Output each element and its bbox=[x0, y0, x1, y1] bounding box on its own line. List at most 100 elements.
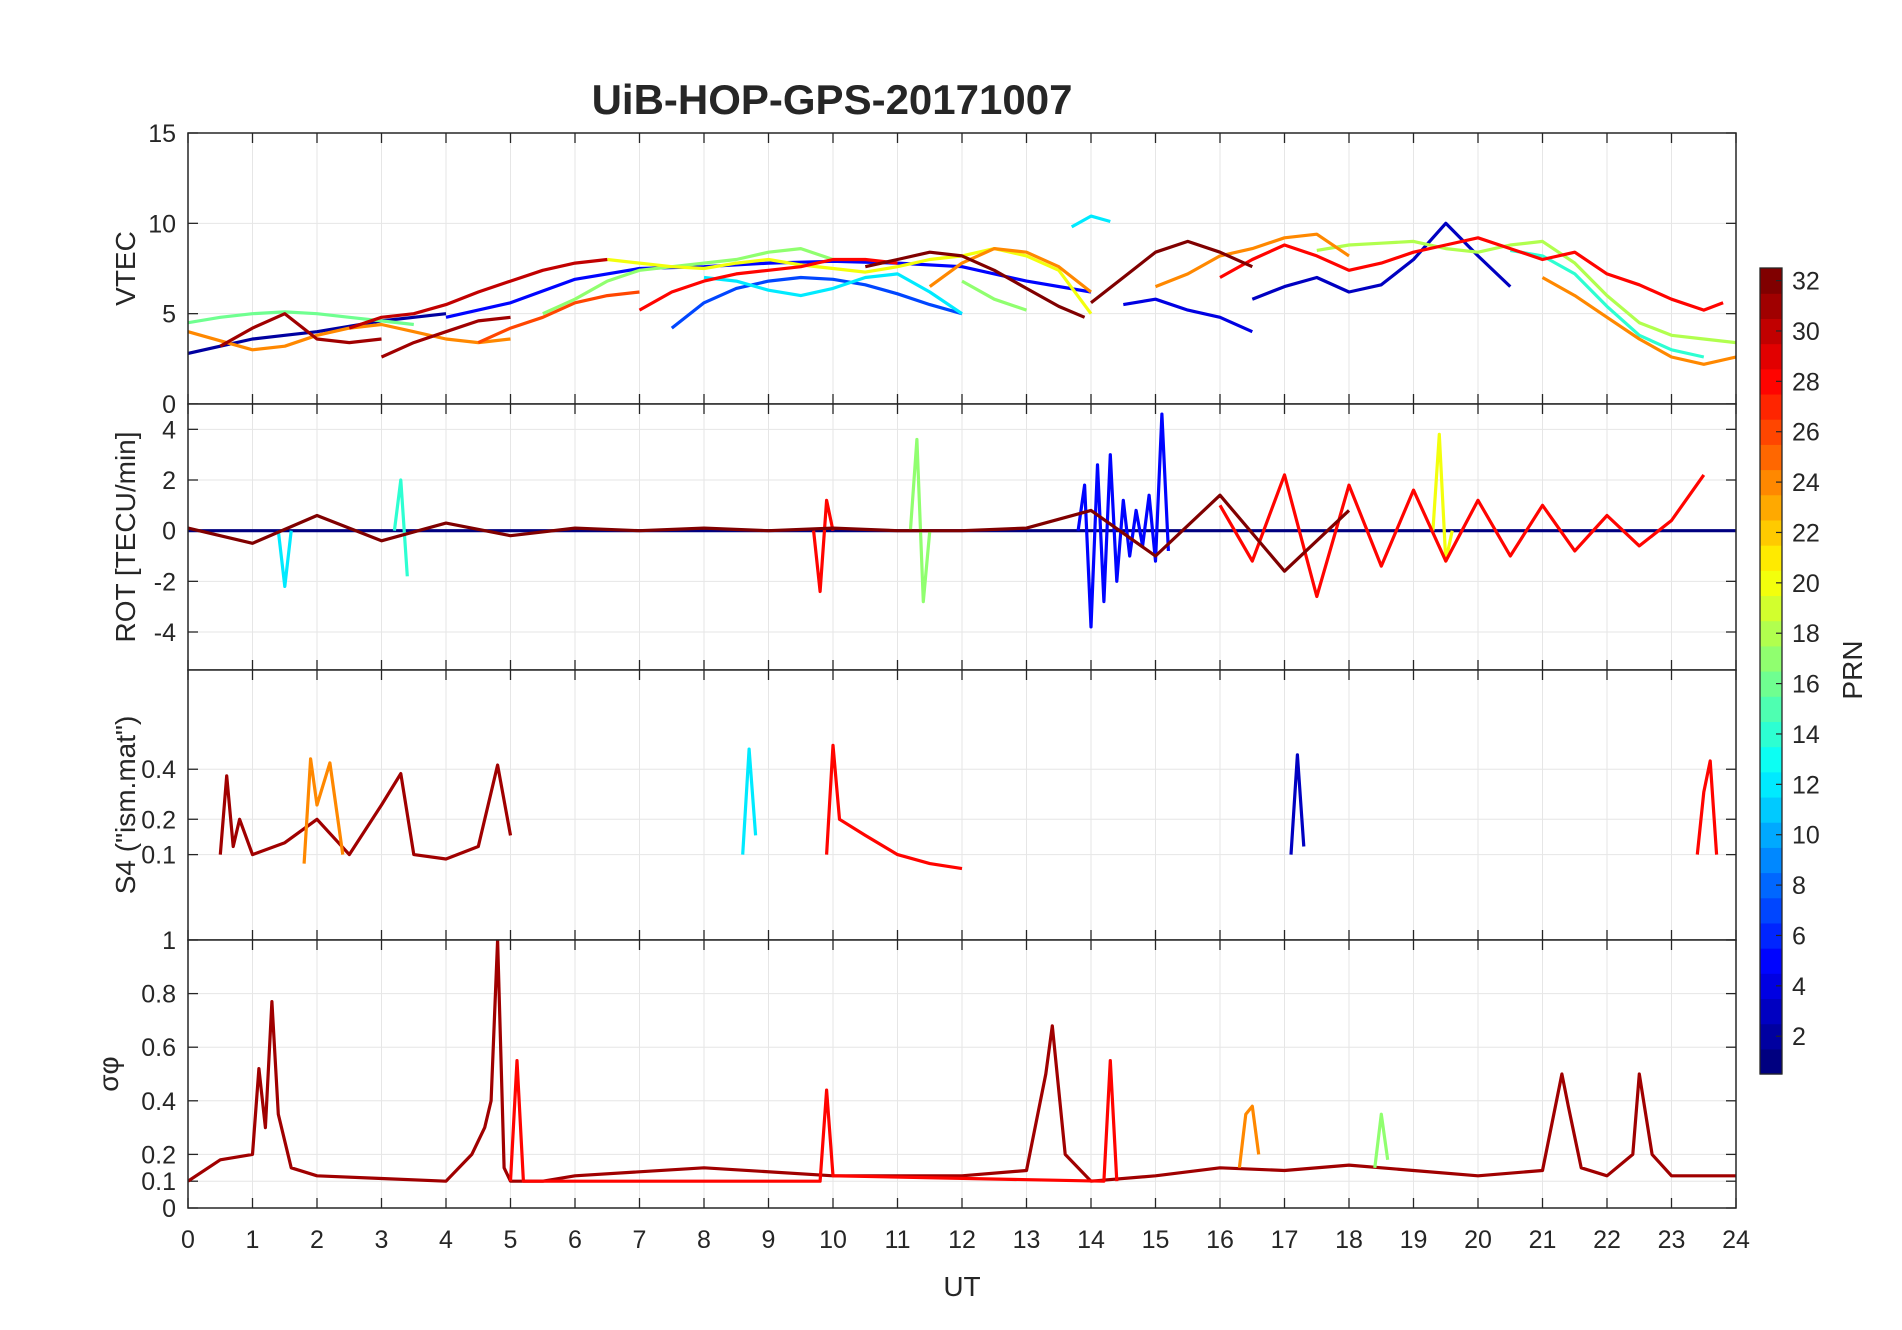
panel-sigma_phi: 00.10.2 0.4 0.6 0.8 1 σφ bbox=[93, 927, 1737, 1223]
colorbar-segment bbox=[1760, 822, 1782, 848]
colorbar-tick-label: 18 bbox=[1792, 620, 1820, 648]
y-tick-label: 15 bbox=[148, 120, 176, 148]
y-tick-label: 0.4 bbox=[141, 756, 176, 784]
colorbar-segment bbox=[1760, 444, 1782, 471]
colorbar-tick-label: 26 bbox=[1792, 419, 1820, 447]
series-line-prn-4 bbox=[1123, 297, 1253, 334]
series-group bbox=[218, 743, 1719, 871]
series-line-prn-30 bbox=[348, 257, 608, 330]
colorbar-segment bbox=[1760, 343, 1782, 370]
y-axis: 0.1 0.2 0.4 bbox=[141, 756, 1736, 870]
colorbar-segment bbox=[1760, 268, 1782, 294]
colorbar-segment bbox=[1760, 595, 1782, 622]
x-tick-label: 1 bbox=[246, 1226, 260, 1254]
colorbar-segment bbox=[1760, 746, 1782, 773]
y-tick-label: 0.6 bbox=[141, 1034, 176, 1062]
series-line-prn-3 bbox=[1289, 753, 1306, 855]
colorbar-segment bbox=[1760, 897, 1782, 924]
x-ticks bbox=[187, 133, 1737, 404]
series-line-prn-5 bbox=[445, 259, 1092, 319]
series-line-prn-31 bbox=[219, 312, 382, 348]
panel-rot: -4 -2 0 2 4 ROT [TECU/min] bbox=[110, 403, 1737, 671]
colorbar-tick-label: 12 bbox=[1792, 771, 1820, 799]
series-line-prn-28 bbox=[638, 257, 898, 312]
y-tick-label: 0.4 bbox=[141, 1088, 176, 1116]
series-line-prn-17 bbox=[961, 279, 1028, 312]
y-axis-label: ROT [TECU/min] bbox=[110, 431, 141, 642]
colorbar-tick-label: 20 bbox=[1792, 570, 1820, 598]
x-tick-label: 11 bbox=[885, 1226, 911, 1254]
x-tick-label: 5 bbox=[504, 1226, 518, 1254]
colorbar-tick-label: 24 bbox=[1792, 469, 1820, 497]
x-tick-label: 15 bbox=[1142, 1226, 1170, 1254]
colorbar-segment bbox=[1760, 998, 1782, 1025]
y-tick-label: 0 bbox=[162, 391, 176, 419]
series-line-prn-32 bbox=[864, 250, 1086, 319]
x-tick-label: 7 bbox=[633, 1226, 647, 1254]
y-tick-label: 0 bbox=[162, 1195, 176, 1223]
panel-s4: 0.1 0.2 0.4S4 ("ism.mat") bbox=[110, 669, 1737, 941]
colorbar-tick-label: 4 bbox=[1792, 973, 1806, 1001]
series-line-prn-31 bbox=[218, 763, 513, 861]
colorbar-segment bbox=[1760, 469, 1782, 496]
series-group bbox=[188, 412, 1736, 629]
x-tick-label: 6 bbox=[568, 1226, 582, 1254]
colorbar-tick-label: 22 bbox=[1792, 519, 1820, 547]
series-line-prn-24 bbox=[1541, 276, 1736, 366]
colorbar-tick-label: 32 bbox=[1792, 268, 1820, 296]
series-line-prn-28 bbox=[508, 1058, 1119, 1183]
series-line-prn-12 bbox=[1070, 214, 1111, 229]
series-line-prn-32 bbox=[188, 493, 1351, 573]
colorbar-segment bbox=[1760, 419, 1782, 445]
colorbar-label: PRN bbox=[1837, 640, 1868, 699]
colorbar-segment bbox=[1760, 1023, 1782, 1050]
y-tick-label: 4 bbox=[162, 416, 176, 444]
colorbar-segment bbox=[1760, 645, 1782, 672]
colorbar-segment bbox=[1760, 519, 1782, 546]
colorbar-segment bbox=[1760, 293, 1782, 319]
series-line-prn-31 bbox=[188, 940, 1736, 1183]
series-line-prn-17 bbox=[908, 437, 932, 604]
colorbar-tick-label: 6 bbox=[1792, 922, 1806, 950]
x-tick-label: 13 bbox=[1013, 1226, 1041, 1254]
x-tick-label: 24 bbox=[1722, 1226, 1750, 1254]
colorbar-segment bbox=[1760, 696, 1782, 722]
panel-vtec: 0 5 10 15 VTEC bbox=[110, 120, 1737, 419]
series-line-prn-26 bbox=[477, 290, 640, 345]
y-tick-label: 10 bbox=[148, 210, 176, 238]
series-line-prn-5 bbox=[1076, 412, 1170, 629]
colorbar-segment bbox=[1760, 948, 1782, 974]
colorbar-segment bbox=[1760, 796, 1782, 823]
x-tick-label: 14 bbox=[1077, 1226, 1105, 1254]
series-line-prn-14 bbox=[1510, 248, 1705, 359]
y-axis: -4 -2 0 2 4 bbox=[154, 416, 1736, 647]
colorbar-tick-label: 28 bbox=[1792, 368, 1820, 396]
x-tick-label: 9 bbox=[762, 1226, 776, 1254]
colorbar-tick-label: 10 bbox=[1792, 822, 1820, 850]
x-tick-label: 18 bbox=[1335, 1226, 1363, 1254]
y-tick-label: -2 bbox=[154, 568, 176, 596]
y-tick-label: -4 bbox=[154, 619, 176, 647]
x-tick-label: 17 bbox=[1271, 1226, 1299, 1254]
colorbar-segment bbox=[1760, 721, 1782, 748]
y-tick-label: 1 bbox=[162, 927, 176, 955]
x-axis: 0 1 2 3 4 5 6 7 8 9 10 11 12 13 14 15 16 17 18 19 20 21 22 23 24 bbox=[181, 1226, 1750, 1254]
series-line-prn-24 bbox=[1154, 232, 1350, 289]
y-axis-label: VTEC bbox=[110, 231, 141, 306]
colorbar-segment bbox=[1760, 922, 1782, 949]
series-line-prn-24 bbox=[302, 757, 345, 864]
colorbar-tick-label: 14 bbox=[1792, 721, 1820, 749]
colorbar-segment bbox=[1760, 570, 1782, 597]
y-tick-label: 0 bbox=[162, 518, 176, 546]
y-tick-label: 0.1 bbox=[141, 842, 176, 870]
x-ticks bbox=[187, 670, 1737, 940]
series-line-prn-12 bbox=[741, 747, 758, 855]
y-axis-label: σφ bbox=[93, 1056, 124, 1091]
series-line-prn-20 bbox=[607, 247, 1093, 315]
colorbar-segment bbox=[1760, 872, 1782, 899]
x-tick-label: 20 bbox=[1464, 1226, 1492, 1254]
colorbar-segment bbox=[1760, 671, 1782, 697]
colorbar-tick-label: 30 bbox=[1792, 318, 1820, 346]
